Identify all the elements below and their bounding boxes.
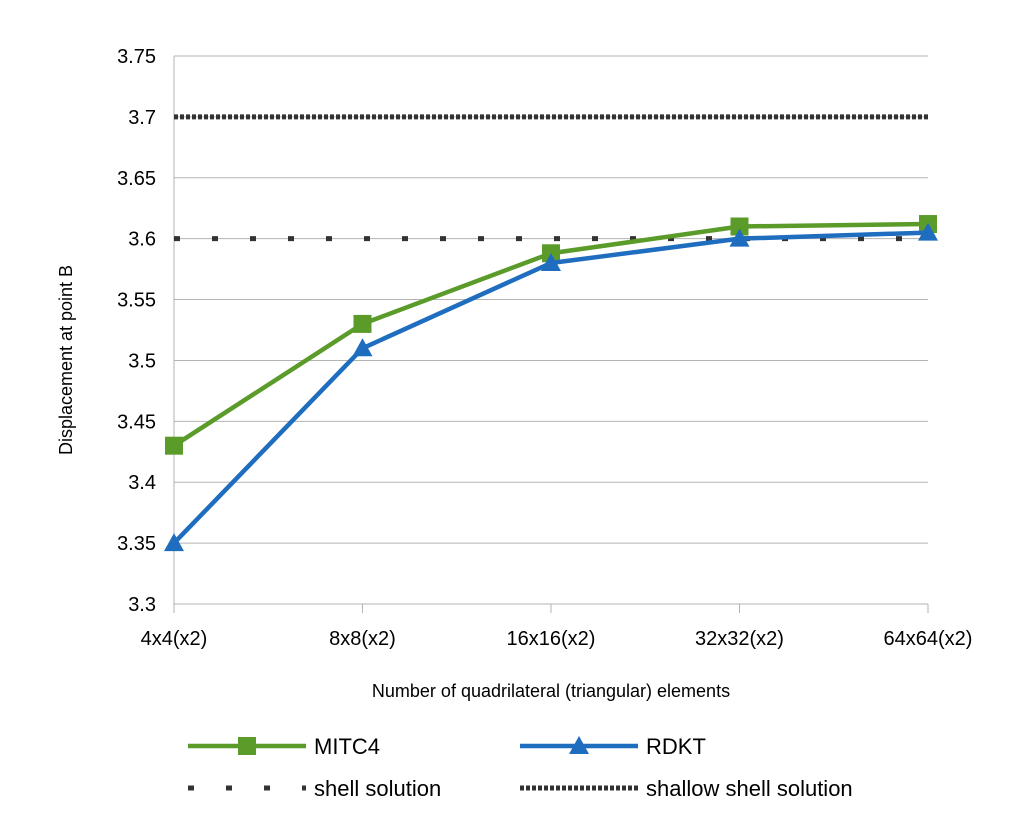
legend-item-shallow-shell-solution: shallow shell solution xyxy=(520,776,853,801)
y-tick-label: 3.5 xyxy=(128,350,156,372)
y-tick-label: 3.55 xyxy=(117,290,156,312)
y-tick-labels: 3.3 3.35 3.4 3.45 3.5 3.55 3.6 3.65 3.7 3.75 xyxy=(117,46,156,616)
series-rdkt xyxy=(164,222,938,552)
x-tick-labels: 4x4(x2) 8x8(x2) 16x16(x2) 32x32(x2) 64x64(x2… xyxy=(141,628,973,650)
data-point-mitc4 xyxy=(353,314,372,333)
legend-item-rdkt: RDKT xyxy=(520,734,706,759)
data-point-rdkt xyxy=(541,253,561,272)
y-tick-label: 3.3 xyxy=(128,594,156,616)
legend-label: RDKT xyxy=(646,734,706,759)
legend-item-shell-solution: shell solution xyxy=(188,776,441,801)
legend-marker xyxy=(238,737,256,755)
series-group xyxy=(164,114,938,552)
data-point-mitc4 xyxy=(730,217,749,236)
y-tick-label: 3.65 xyxy=(117,168,156,190)
y-tick-label: 3.7 xyxy=(128,107,156,129)
y-tick-label: 3.75 xyxy=(117,46,156,68)
x-axis-title: Number of quadrilateral (triangular) ele… xyxy=(372,681,730,701)
y-tick-label: 3.6 xyxy=(128,229,156,251)
data-point-mitc4 xyxy=(165,436,183,455)
data-point-rdkt xyxy=(918,222,938,241)
y-tick-label: 3.35 xyxy=(117,533,156,555)
legend-label: MITC4 xyxy=(314,734,380,759)
x-tick-label: 8x8(x2) xyxy=(329,628,396,650)
x-tick-label: 32x32(x2) xyxy=(695,628,784,650)
y-tick-label: 3.45 xyxy=(117,411,156,433)
x-tick-label: 16x16(x2) xyxy=(507,628,596,650)
legend-label: shell solution xyxy=(314,776,441,801)
legend-marker xyxy=(569,736,589,754)
x-tick-label: 64x64(x2) xyxy=(884,628,973,650)
y-axis-title: Displacement at point B xyxy=(56,265,76,455)
data-point-rdkt xyxy=(352,338,373,357)
legend-label: shallow shell solution xyxy=(646,776,853,801)
legend-item-mitc4: MITC4 xyxy=(188,734,380,759)
data-point-rdkt xyxy=(164,533,184,552)
data-point-rdkt xyxy=(729,228,750,247)
axes xyxy=(173,56,929,613)
series-mitc4 xyxy=(165,215,937,455)
x-tick-label: 4x4(x2) xyxy=(141,628,208,650)
y-tick-label: 3.4 xyxy=(128,472,156,494)
series-line-rdkt xyxy=(172,230,929,545)
gridlines xyxy=(174,55,928,605)
legend: MITC4 RDKT shell solution shallow shell sol… xyxy=(188,734,853,801)
